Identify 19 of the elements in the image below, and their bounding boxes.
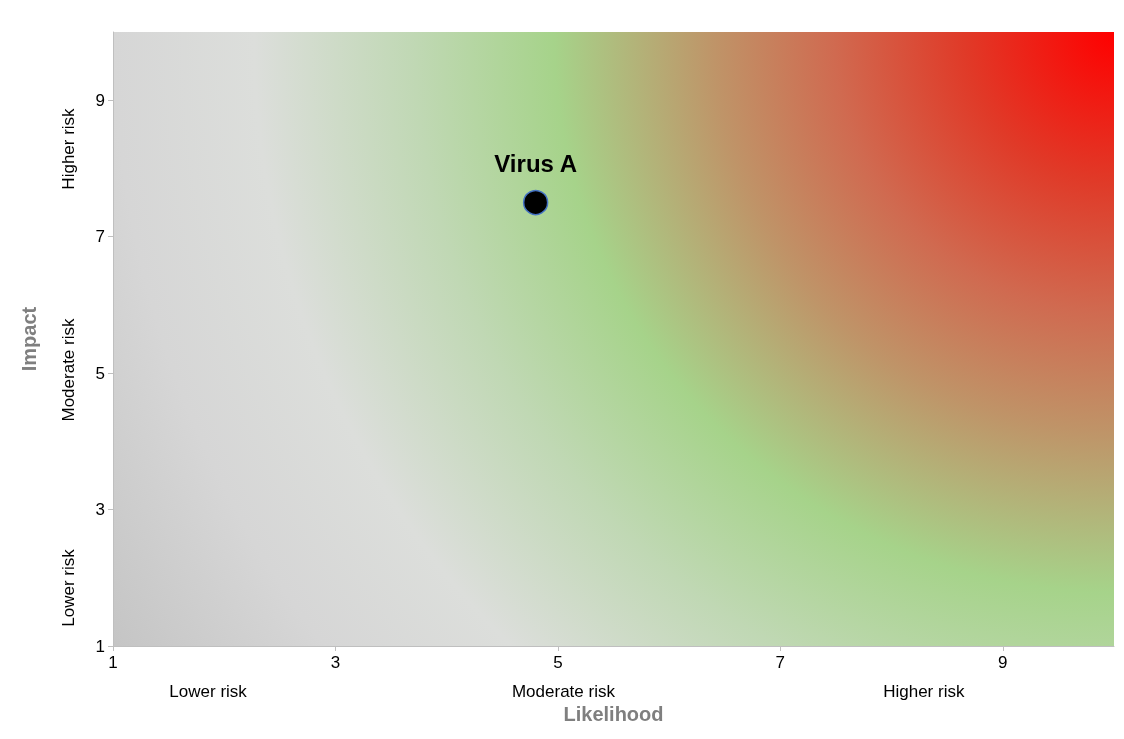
x-tick-label: 3 <box>330 653 341 672</box>
y-tick-label: 3 <box>95 500 105 520</box>
text: Higher risk <box>883 682 965 702</box>
y-tick-label: 7 <box>95 227 105 247</box>
y-tick-label: 5 <box>95 363 105 383</box>
y-tick-label: 9 <box>95 90 105 110</box>
y-tick-label: 1 <box>95 636 105 656</box>
text: Lower risk <box>59 548 79 627</box>
x-axis-title: Likelihood <box>563 703 664 725</box>
y-axis-title: Impact <box>18 306 40 372</box>
x-tick-label: 1 <box>108 653 118 672</box>
text: Lower risk <box>169 682 247 702</box>
series-label: Virus A <box>494 150 577 178</box>
text: Moderate risk <box>511 682 615 702</box>
text: Higher risk <box>59 108 79 190</box>
x-tick-label: 5 <box>553 653 563 672</box>
text: Moderate risk <box>59 318 79 422</box>
x-tick-label: 9 <box>998 653 1008 672</box>
x-tick-label: 7 <box>775 653 786 672</box>
